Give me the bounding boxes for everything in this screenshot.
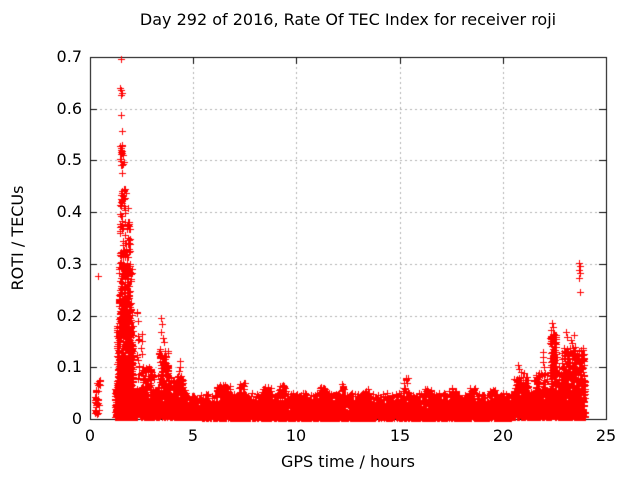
x-tick-label: 5 <box>187 426 199 445</box>
y-tick-label: 0.1 <box>56 357 82 376</box>
y-tick-label: 0.7 <box>56 47 82 66</box>
x-tick-label: 15 <box>389 426 411 445</box>
chart-title: Day 292 of 2016, Rate Of TEC Index for r… <box>139 10 557 29</box>
y-tick-label: 0 <box>71 409 82 428</box>
x-tick-label: 10 <box>285 426 307 445</box>
x-axis-label: GPS time / hours <box>281 452 415 471</box>
y-tick-label: 0.4 <box>56 202 82 221</box>
y-tick-label: 0.6 <box>56 99 82 118</box>
x-tick-label: 20 <box>492 426 514 445</box>
y-tick-label: 0.5 <box>56 150 82 169</box>
y-tick-label: 0.3 <box>56 254 82 273</box>
x-tick-label: 25 <box>595 426 617 445</box>
x-tick-label: 0 <box>84 426 96 445</box>
y-tick-label: 0.2 <box>56 306 82 325</box>
